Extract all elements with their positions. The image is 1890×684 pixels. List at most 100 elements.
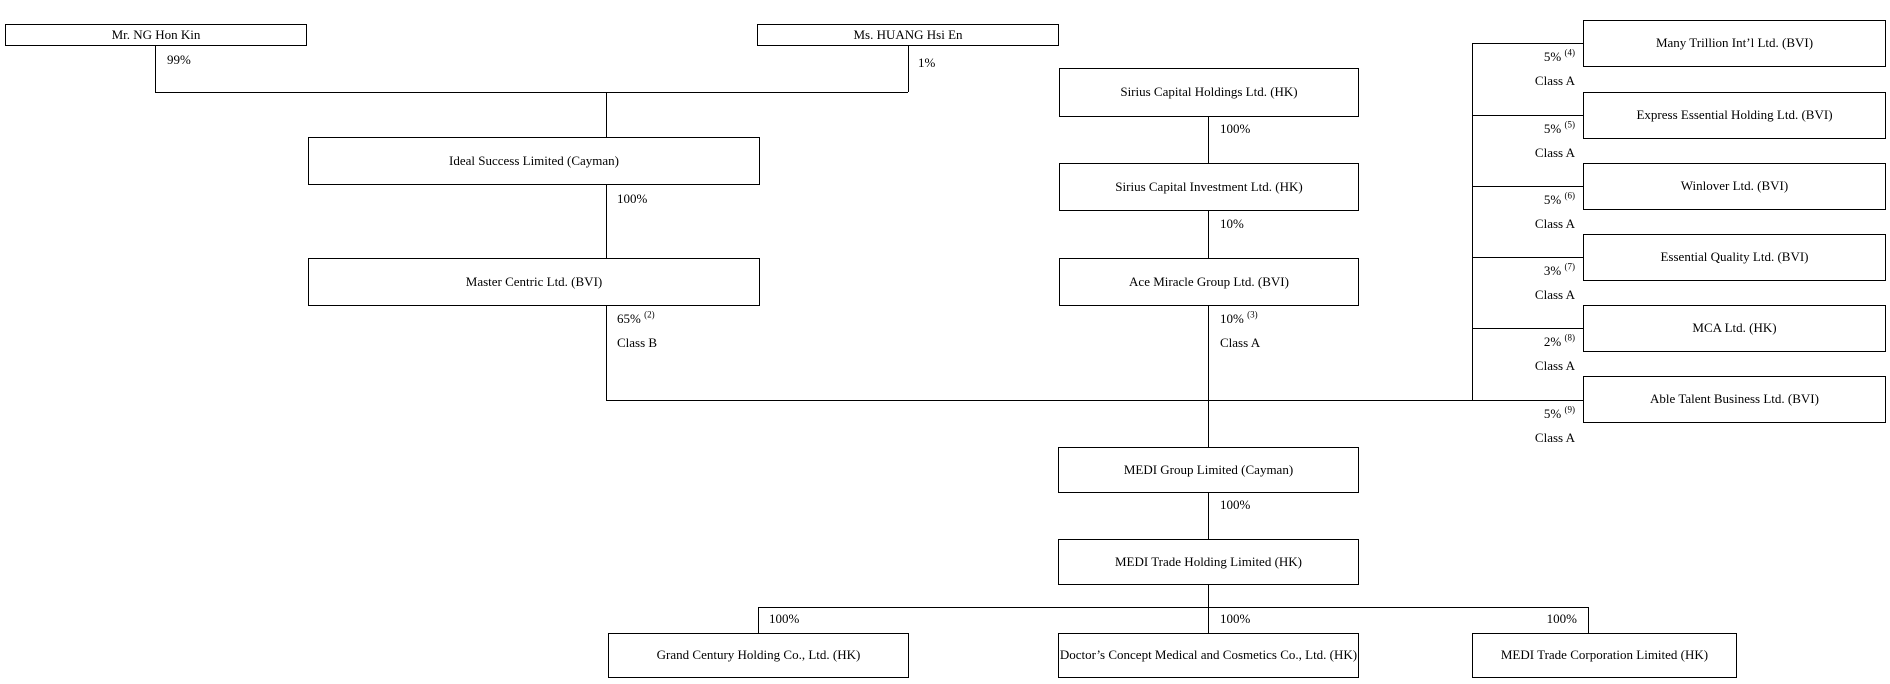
entity-label: Master Centric Ltd. (BVI): [465, 273, 603, 289]
entity-box-ms-huang-hsi-en: Ms. HUANG Hsi En: [757, 24, 1059, 46]
ownership-label-pct-winlover: 5% (6): [1543, 190, 1576, 207]
entity-label: Express Essential Holding Ltd. (BVI): [1636, 107, 1833, 123]
ownership-label-text: 99%: [167, 52, 191, 67]
connector-line-v-sirius-holdings-inv: [1208, 117, 1209, 163]
entity-label: MEDI Trade Holding Limited (HK): [1114, 553, 1303, 569]
entity-box-medi-trade-holding: MEDI Trade Holding Limited (HK): [1058, 539, 1359, 585]
ownership-label-class-mca: Class A: [1534, 358, 1575, 373]
ownership-label-text: Class A: [1534, 216, 1575, 231]
entity-box-many-trillion: Many Trillion Int’l Ltd. (BVI): [1583, 20, 1886, 67]
ownership-label-text: Class A: [1220, 335, 1261, 350]
ownership-label-text: Class A: [1534, 73, 1575, 88]
entity-box-express-essential: Express Essential Holding Ltd. (BVI): [1583, 92, 1886, 139]
connector-line-v-master-down: [606, 306, 607, 400]
entity-box-ideal-success: Ideal Success Limited (Cayman): [308, 137, 760, 185]
ownership-label-pct-huang: 1%: [918, 55, 936, 70]
ownership-label-class-many-trillion: Class A: [1534, 73, 1575, 88]
entity-box-essential-quality: Essential Quality Ltd. (BVI): [1583, 234, 1886, 281]
footnote-superscript: (5): [1564, 119, 1576, 130]
entity-box-able-talent: Able Talent Business Ltd. (BVI): [1583, 376, 1886, 423]
ownership-label-text: Class A: [1534, 145, 1575, 160]
ownership-label-text: 100%: [1220, 121, 1251, 136]
connector-line-h-branch-essential: [1472, 257, 1583, 258]
ownership-label-pct-express: 5% (5): [1543, 119, 1576, 136]
ownership-label-text: 100%: [1220, 611, 1251, 626]
entity-box-ace-miracle: Ace Miracle Group Ltd. (BVI): [1059, 258, 1359, 306]
ownership-label-pct-grand-century: 100%: [769, 611, 800, 626]
ownership-label-text: Class A: [1534, 358, 1575, 373]
entity-label: Mr. NG Hon Kin: [111, 26, 201, 42]
ownership-label-pct-ideal: 100%: [617, 191, 647, 206]
connector-line-v-huang-drop: [908, 46, 909, 92]
connector-line-v-sirius-inv-ace: [1208, 211, 1209, 258]
entity-label: Sirius Capital Holdings Ltd. (HK): [1120, 84, 1298, 100]
entity-label: Ideal Success Limited (Cayman): [448, 152, 620, 168]
entity-label: Ace Miracle Group Ltd. (BVI): [1129, 273, 1289, 289]
ownership-label-text: 65%: [617, 311, 641, 326]
ownership-label-pct-ng: 99%: [167, 52, 191, 67]
footnote-superscript: (9): [1564, 404, 1576, 415]
connector-line-h-branch-many-trillion: [1472, 43, 1583, 44]
ownership-label-text: 10%: [1220, 311, 1244, 326]
connector-line-h-main-connector: [606, 400, 1583, 401]
ownership-label-text: Class A: [1534, 287, 1575, 302]
ownership-label-pct-essential-quality: 3% (7): [1543, 261, 1576, 278]
connector-line-v-medi-corp-drop: [1588, 607, 1589, 633]
footnote-superscript: (8): [1564, 332, 1576, 343]
ownership-label-class-express: Class A: [1534, 145, 1575, 160]
entity-label: Sirius Capital Investment Ltd. (HK): [1115, 178, 1303, 194]
ownership-label-pct-sirius-investment: 10%: [1220, 216, 1244, 231]
connector-line-v-doctors-drop: [1208, 607, 1209, 633]
ownership-label-text: Class B: [617, 335, 658, 350]
footnote-superscript: (3): [1247, 309, 1258, 320]
ownership-label-text: 100%: [1546, 611, 1577, 626]
entity-label: Winlover Ltd. (BVI): [1680, 178, 1789, 194]
ownership-label-pct-many-trillion: 5% (4): [1543, 48, 1575, 64]
connector-line-h-persons-join: [155, 92, 908, 93]
ownership-label-class-able-talent: Class A: [1534, 430, 1575, 445]
entity-label: MEDI Group Limited (Cayman): [1123, 461, 1294, 477]
connector-line-v-medi-group-holding: [1208, 493, 1209, 539]
footnote-superscript: (7): [1564, 261, 1576, 272]
connector-line-v-to-ideal: [606, 92, 607, 137]
entity-box-mr-ng-hon-kin: Mr. NG Hon Kin: [5, 24, 307, 46]
ownership-label-class-essential-quality: Class A: [1534, 287, 1575, 302]
ownership-label-class-master: Class B: [617, 335, 658, 350]
entity-label: Ms. HUANG Hsi En: [853, 26, 963, 42]
connector-line-h-branch-express: [1472, 115, 1583, 116]
ownership-label-text: 5%: [1543, 406, 1562, 421]
ownership-label-text: 10%: [1220, 216, 1244, 231]
entity-box-grand-century: Grand Century Holding Co., Ltd. (HK): [608, 633, 909, 678]
connector-line-v-medi-holding-down: [1208, 585, 1209, 607]
connector-line-h-branch-mca: [1472, 328, 1583, 329]
entity-box-medi-trade-corporation: MEDI Trade Corporation Limited (HK): [1472, 633, 1737, 678]
entity-box-master-centric: Master Centric Ltd. (BVI): [308, 258, 760, 306]
ownership-label-text: 100%: [769, 611, 800, 626]
ownership-label-pct-doctors: 100%: [1220, 611, 1251, 626]
footnote-superscript: (6): [1564, 190, 1576, 201]
ownership-label-text: 1%: [918, 55, 936, 70]
ownership-label-text: Class A: [1534, 430, 1575, 445]
ownership-label-text: 5%: [1543, 121, 1562, 136]
entity-label: Able Talent Business Ltd. (BVI): [1650, 391, 1819, 407]
ownership-label-text: 2%: [1543, 334, 1562, 349]
entity-label: Grand Century Holding Co., Ltd. (HK): [656, 647, 861, 663]
ownership-label-text: 5%: [1543, 49, 1562, 64]
entity-box-medi-group: MEDI Group Limited (Cayman): [1058, 447, 1359, 493]
entity-label: Doctor’s Concept Medical and Cosmetics C…: [1059, 647, 1358, 663]
ownership-label-pct-mca: 2% (8): [1543, 332, 1576, 349]
entity-box-doctors-concept: Doctor’s Concept Medical and Cosmetics C…: [1058, 633, 1359, 678]
ownership-label-text: 3%: [1543, 263, 1562, 278]
footnote-superscript: (2): [644, 309, 655, 320]
ownership-label-pct-master: 65% (2): [617, 309, 655, 326]
connector-line-v-right-trunk: [1472, 43, 1473, 400]
connector-line-v-grand-century-drop: [758, 607, 759, 633]
connector-line-h-subsidiaries: [758, 607, 1588, 608]
ownership-label-text: 100%: [1220, 497, 1251, 512]
entity-box-sirius-capital-investment: Sirius Capital Investment Ltd. (HK): [1059, 163, 1359, 211]
ownership-label-class-ace: Class A: [1220, 335, 1261, 350]
ownership-label-text: 5%: [1543, 192, 1562, 207]
entity-box-winlover: Winlover Ltd. (BVI): [1583, 163, 1886, 210]
ownership-label-pct-ace: 10% (3): [1220, 309, 1258, 326]
